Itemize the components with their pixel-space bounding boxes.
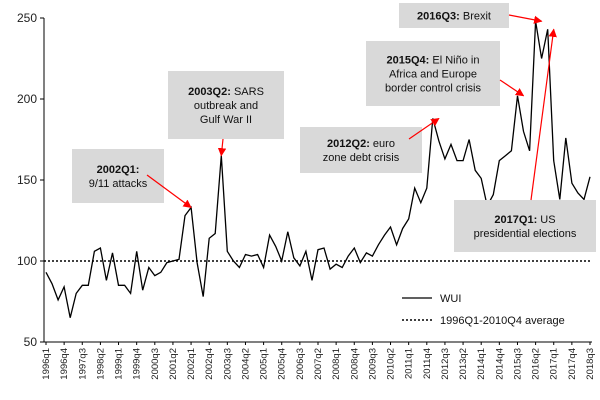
annotation-box (399, 3, 509, 28)
annotation-event: El Niño in (429, 55, 479, 67)
legend-average-label: 1996Q1-2010Q4 average (440, 315, 565, 327)
y-tick-label: 200 (17, 92, 37, 106)
x-tick-label: 2013q2 (458, 348, 469, 380)
x-tick-label: 2011q1 (404, 348, 415, 379)
annotation-date: 2016Q3: (417, 11, 460, 23)
x-tick-label: 2014q4 (494, 348, 505, 380)
x-tick-label: 2003q3 (222, 348, 233, 380)
x-tick-label: 2017q1 (549, 348, 560, 380)
x-tick-label: 2009q3 (367, 348, 378, 380)
annotation-line: 9/11 attacks (89, 178, 148, 190)
annotation-arrow (508, 14, 543, 24)
annotation-line: outbreak and (194, 100, 258, 112)
annotation-event: US (537, 214, 555, 226)
annotation-title: 2017Q1: US (494, 214, 555, 226)
annotation-date: 2003Q2: (188, 86, 231, 98)
y-tick-label: 250 (17, 11, 37, 25)
x-tick-label: 2000q3 (150, 348, 161, 380)
x-tick-label: 2015q3 (512, 348, 523, 380)
x-tick-label: 2006q3 (295, 348, 306, 380)
x-axis-ticks: 1996q1 1996q4 1997q3 1998q2 1999q1 1999q4 2000… (41, 342, 596, 380)
annotation-box (72, 149, 164, 203)
legend-wui-label: WUI (440, 293, 461, 305)
annotation-date: 2015Q4: (387, 55, 430, 67)
x-tick-label: 2007q2 (313, 348, 324, 380)
x-tick-label: 2002q1 (186, 348, 197, 380)
x-tick-label: 2010q2 (386, 348, 397, 380)
annotation-arrow (217, 138, 227, 157)
x-tick-label: 1999q1 (114, 348, 125, 380)
annotation-title: 2012Q2: euro (327, 138, 395, 150)
annotation-line: Africa and Europe (389, 69, 477, 81)
x-tick-label: 1999q4 (132, 348, 143, 380)
annotation-title: 2016Q3: Brexit (417, 11, 491, 23)
annotation-5: 2017Q1: US presidential elections (454, 28, 596, 252)
x-tick-label: 2008q1 (331, 348, 342, 380)
annotation-arrow (499, 79, 525, 97)
annotation-box (168, 71, 284, 139)
x-tick-label: 2005q4 (277, 348, 288, 380)
annotation-box (300, 127, 422, 173)
annotation-event: SARS (231, 86, 264, 98)
wui-series-line (45, 21, 591, 318)
annotation-2: 2012Q2: euro zone debt crisis (300, 117, 440, 173)
annotation-line: presidential elections (474, 228, 577, 240)
annotation-title: 2002Q1: (97, 164, 140, 176)
annotation-event: Brexit (460, 11, 491, 23)
x-tick-label: 2011q4 (422, 348, 433, 379)
y-axis-ticks: 50 100 150 200 250 (17, 11, 44, 349)
annotation-1: 2003Q2: SARS outbreak and Gulf War II (168, 71, 284, 157)
annotation-4: 2016Q3: Brexit (399, 3, 543, 28)
x-tick-label: 2014q1 (476, 348, 487, 380)
x-tick-label: 1998q2 (95, 348, 106, 380)
annotations: 2002Q1: 9/11 attacks 2003Q2: SARS outbreak … (72, 3, 596, 252)
x-tick-label: 2004q2 (240, 348, 251, 380)
annotation-title: 2015Q4: El Niño in (387, 55, 480, 67)
y-tick-label: 50 (24, 335, 38, 349)
y-tick-label: 100 (17, 254, 37, 268)
annotation-0: 2002Q1: 9/11 attacks (72, 149, 192, 209)
x-tick-label: 1997q3 (77, 348, 88, 380)
x-tick-label: 2008q4 (349, 348, 360, 380)
annotation-line: zone debt crisis (323, 152, 400, 164)
annotation-3: 2015Q4: El Niño in Africa and Europe borde… (366, 41, 525, 106)
annotation-line: border control crisis (385, 83, 481, 95)
y-tick-label: 150 (17, 173, 37, 187)
x-tick-label: 2012q3 (440, 348, 451, 380)
x-tick-label: 2005q1 (259, 348, 270, 380)
annotation-box (366, 41, 500, 106)
annotation-arrow (408, 117, 440, 140)
annotation-line: Gulf War II (200, 114, 252, 126)
annotation-arrow (146, 174, 192, 209)
x-tick-label: 2001q2 (168, 348, 179, 380)
x-tick-label: 2002q4 (204, 348, 215, 380)
annotation-arrow (530, 28, 557, 201)
x-tick-label: 1996q4 (59, 348, 70, 380)
annotation-date: 2012Q2: (327, 138, 370, 150)
annotation-box (454, 200, 596, 252)
annotation-event: euro (370, 138, 395, 150)
x-tick-label: 2018q3 (585, 348, 596, 380)
annotation-title: 2003Q2: SARS (188, 86, 264, 98)
legend: WUI 1996Q1-2010Q4 average (402, 293, 565, 327)
x-tick-label: 2016q2 (531, 348, 542, 380)
annotation-date: 2017Q1: (494, 214, 537, 226)
x-tick-label: 1996q1 (41, 348, 52, 380)
annotation-date: 2002Q1: (97, 164, 140, 176)
x-tick-label: 2017q4 (567, 348, 578, 380)
